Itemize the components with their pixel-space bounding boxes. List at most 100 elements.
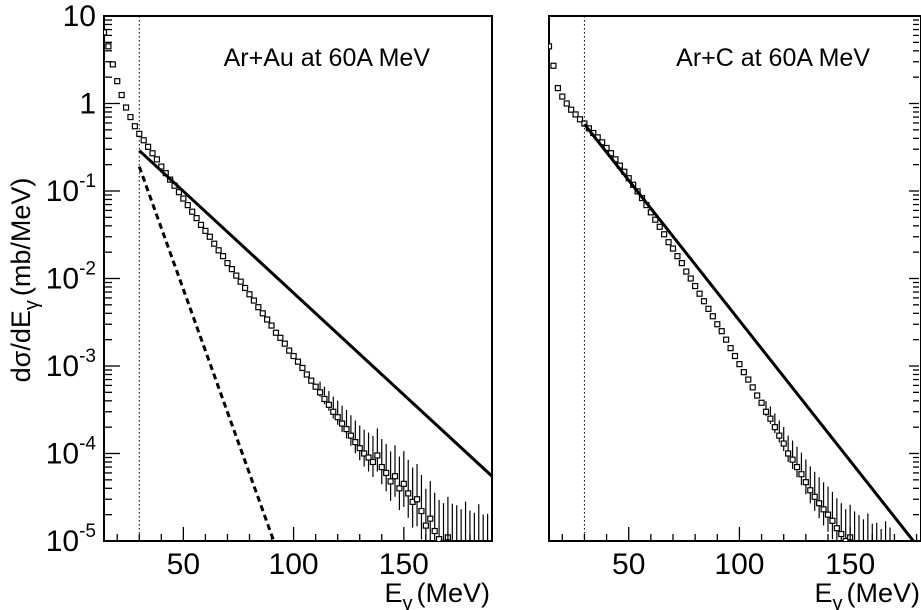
data-point xyxy=(776,432,783,439)
dashed-fit-line xyxy=(137,166,276,541)
data-point xyxy=(780,440,787,447)
data-point xyxy=(299,364,306,372)
data-point xyxy=(144,143,152,150)
data-point xyxy=(211,240,218,247)
y-tick-label: 10-2 xyxy=(46,259,96,296)
data-point xyxy=(463,543,468,548)
data-point xyxy=(669,245,677,252)
data-point xyxy=(396,485,403,492)
data-point xyxy=(272,329,280,336)
data-point xyxy=(883,558,888,563)
panel-ar-c: Ar+C at 60A MeV 50 100 150 Eγ (MeV) xyxy=(548,15,921,610)
data-point xyxy=(184,202,191,209)
data-point xyxy=(136,130,143,137)
data-point xyxy=(459,549,464,554)
data-point xyxy=(347,432,355,439)
y-tick-label: 1 xyxy=(79,88,96,121)
data-point xyxy=(816,500,823,507)
data-point xyxy=(378,463,385,471)
data-point xyxy=(228,266,235,273)
solid-fit-line xyxy=(583,123,916,541)
y-tick-labels-left: 10 1 10-1 10-2 10-3 10-4 10-5 xyxy=(46,0,97,558)
data-point xyxy=(481,558,486,563)
data-point xyxy=(696,290,703,297)
data-point xyxy=(559,93,566,100)
data-point xyxy=(308,377,315,384)
data-point xyxy=(754,392,761,399)
data-point xyxy=(824,511,832,518)
data-point xyxy=(476,547,481,552)
data-point xyxy=(321,395,328,403)
data-point xyxy=(467,552,472,557)
data-point xyxy=(568,106,575,113)
data-point xyxy=(674,253,681,260)
data-point xyxy=(454,545,459,550)
data-point xyxy=(687,275,694,282)
data-point xyxy=(268,322,275,329)
data-point xyxy=(122,104,130,111)
data-point xyxy=(422,522,429,529)
data-point xyxy=(842,537,849,541)
data-point xyxy=(215,247,222,254)
data-point xyxy=(361,450,368,457)
data-point xyxy=(652,216,659,223)
plot-frame-left xyxy=(103,15,493,542)
data-point xyxy=(838,530,845,538)
data-point xyxy=(418,507,425,515)
data-point xyxy=(334,414,341,421)
data-point xyxy=(549,43,553,50)
data-point xyxy=(131,123,138,130)
data-point xyxy=(793,463,801,471)
data-point xyxy=(789,456,796,463)
data-point xyxy=(330,408,337,415)
data-point xyxy=(206,233,213,240)
data-point xyxy=(255,304,262,311)
data-point xyxy=(400,480,407,487)
data-point xyxy=(413,496,421,503)
data-point xyxy=(114,78,121,85)
data-point xyxy=(374,452,381,459)
data-point xyxy=(450,543,455,548)
x-tick-label: 150 xyxy=(825,548,875,581)
data-point xyxy=(833,525,840,532)
data-point xyxy=(175,189,183,196)
data-point xyxy=(193,215,200,222)
x-tick-label: 50 xyxy=(167,548,200,581)
data-point xyxy=(731,352,739,360)
x-tick-labels-right: 50 100 150 xyxy=(612,548,875,581)
plot-frame-right xyxy=(548,15,921,542)
data-point xyxy=(563,100,570,107)
y-tick-label: 10 xyxy=(63,0,96,33)
data-point xyxy=(316,389,324,396)
data-point xyxy=(149,150,156,157)
data-point xyxy=(259,310,266,317)
data-point xyxy=(312,383,319,390)
data-point xyxy=(740,369,747,376)
data-point xyxy=(829,517,836,524)
y-tick-label: 10-1 xyxy=(46,171,96,208)
data-point xyxy=(683,268,690,275)
data-point xyxy=(727,345,734,352)
data-point xyxy=(140,137,147,144)
data-point xyxy=(572,111,579,118)
data-point xyxy=(440,539,447,541)
x-axis-title-left: Eγ (MeV) xyxy=(384,578,490,610)
data-point xyxy=(472,555,477,560)
data-point xyxy=(189,208,196,215)
data-point xyxy=(352,438,359,446)
x-tick-label: 100 xyxy=(269,548,319,581)
data-point xyxy=(431,527,438,535)
data-point xyxy=(758,399,765,406)
data-point xyxy=(303,371,310,378)
plot-area-right xyxy=(549,15,919,563)
data-point xyxy=(852,543,857,548)
data-point xyxy=(700,298,708,305)
data-point xyxy=(224,259,231,267)
y-axis-title: dσ/dEγ(mb/MeV) xyxy=(6,178,43,383)
data-point xyxy=(104,29,108,36)
data-point xyxy=(369,458,377,466)
data-point xyxy=(807,487,814,494)
data-point xyxy=(692,282,699,290)
x-tick-label: 150 xyxy=(379,548,429,581)
